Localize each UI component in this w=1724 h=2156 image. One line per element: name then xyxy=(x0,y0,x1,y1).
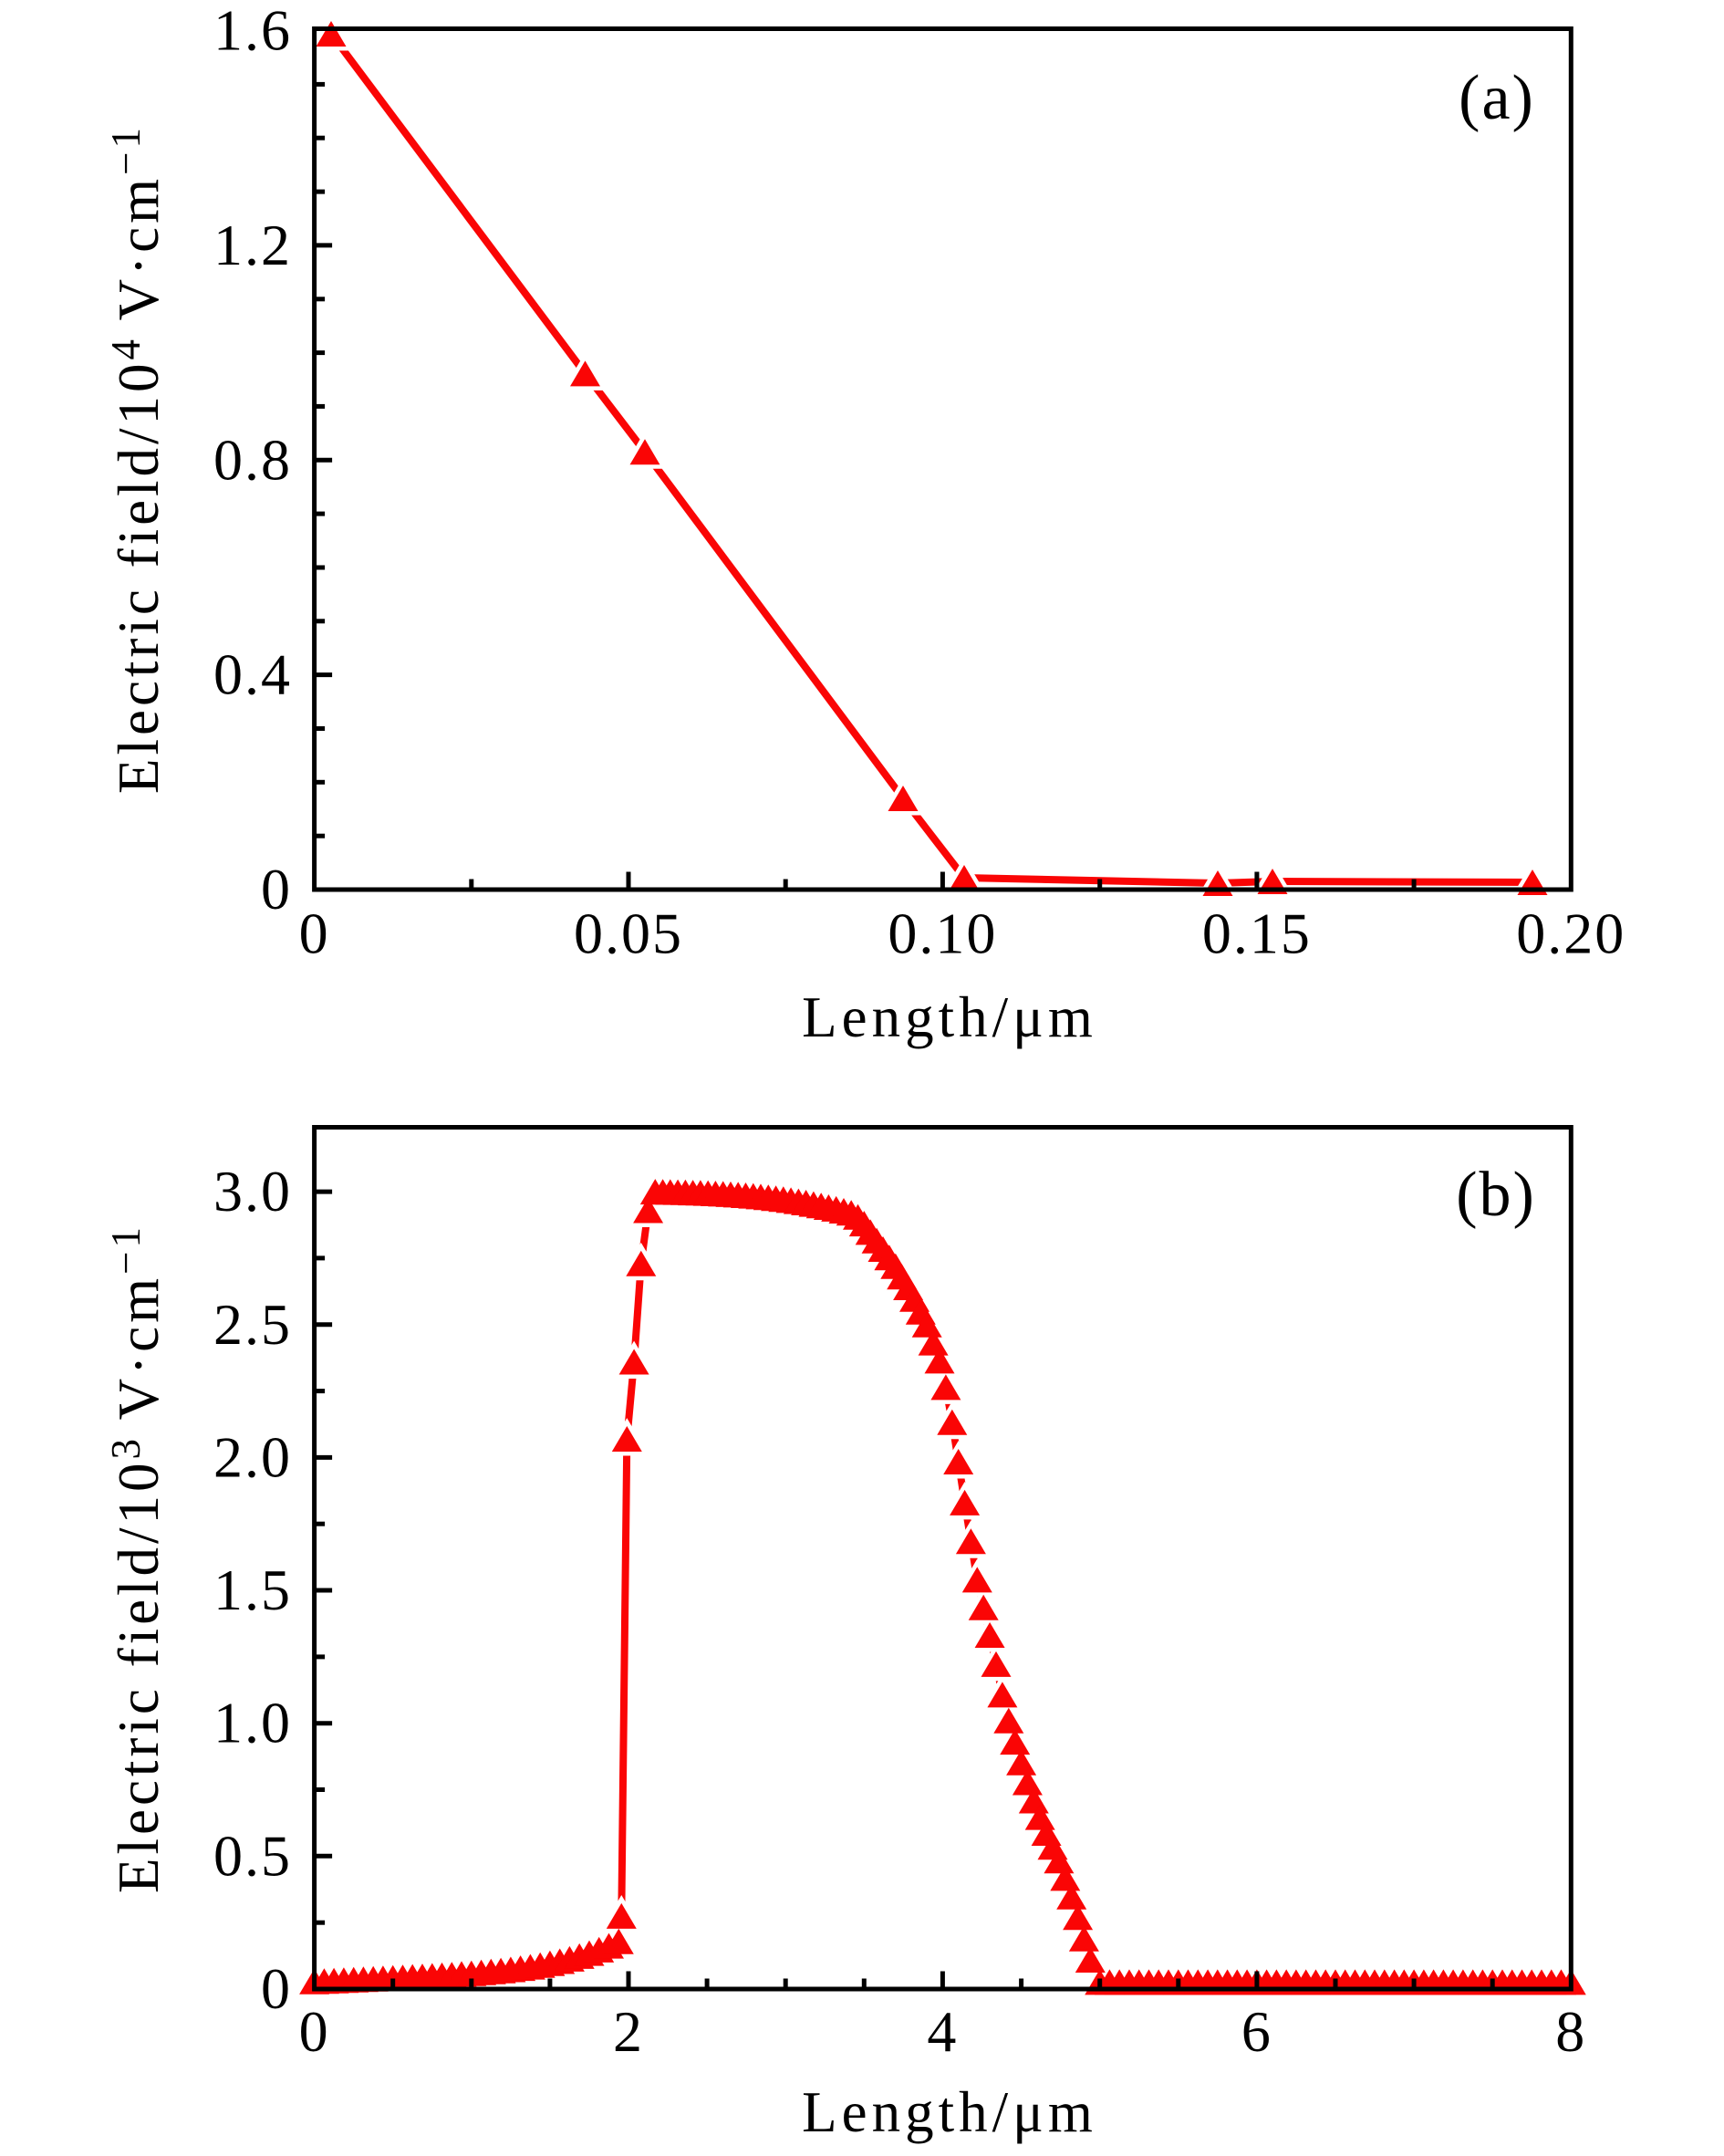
svg-text:2: 2 xyxy=(613,1999,644,2064)
svg-text:4: 4 xyxy=(927,1999,958,2064)
svg-text:0.5: 0.5 xyxy=(213,1823,292,1888)
svg-text:2.0: 2.0 xyxy=(213,1424,292,1489)
svg-text:0: 0 xyxy=(299,901,330,966)
svg-text:0.8: 0.8 xyxy=(213,427,292,492)
svg-text:0.15: 0.15 xyxy=(1202,901,1312,966)
svg-text:1.6: 1.6 xyxy=(213,0,292,63)
svg-text:0: 0 xyxy=(299,1999,330,2064)
svg-text:1.2: 1.2 xyxy=(213,213,292,277)
svg-text:Electric field/104 V·cm−1: Electric field/104 V·cm−1 xyxy=(103,124,171,794)
svg-text:0: 0 xyxy=(261,1956,292,2021)
svg-text:0.20: 0.20 xyxy=(1516,901,1625,966)
svg-text:1.0: 1.0 xyxy=(213,1691,292,1755)
svg-text:Length/μm: Length/μm xyxy=(802,2080,1097,2144)
svg-text:6: 6 xyxy=(1241,1999,1272,2064)
svg-text:1.5: 1.5 xyxy=(213,1557,292,1622)
svg-text:Electric field/103 V·cm−1: Electric field/103 V·cm−1 xyxy=(103,1224,171,1893)
svg-text:0.10: 0.10 xyxy=(888,901,997,966)
svg-text:8: 8 xyxy=(1555,1999,1586,2064)
svg-text:Length/μm: Length/μm xyxy=(802,985,1097,1049)
svg-text:(a): (a) xyxy=(1459,63,1535,133)
svg-text:2.5: 2.5 xyxy=(213,1292,292,1357)
svg-text:0.05: 0.05 xyxy=(574,901,683,966)
svg-text:0.4: 0.4 xyxy=(213,642,292,707)
svg-text:3.0: 3.0 xyxy=(213,1159,292,1224)
svg-text:(b): (b) xyxy=(1456,1160,1536,1230)
svg-text:0: 0 xyxy=(261,857,292,922)
